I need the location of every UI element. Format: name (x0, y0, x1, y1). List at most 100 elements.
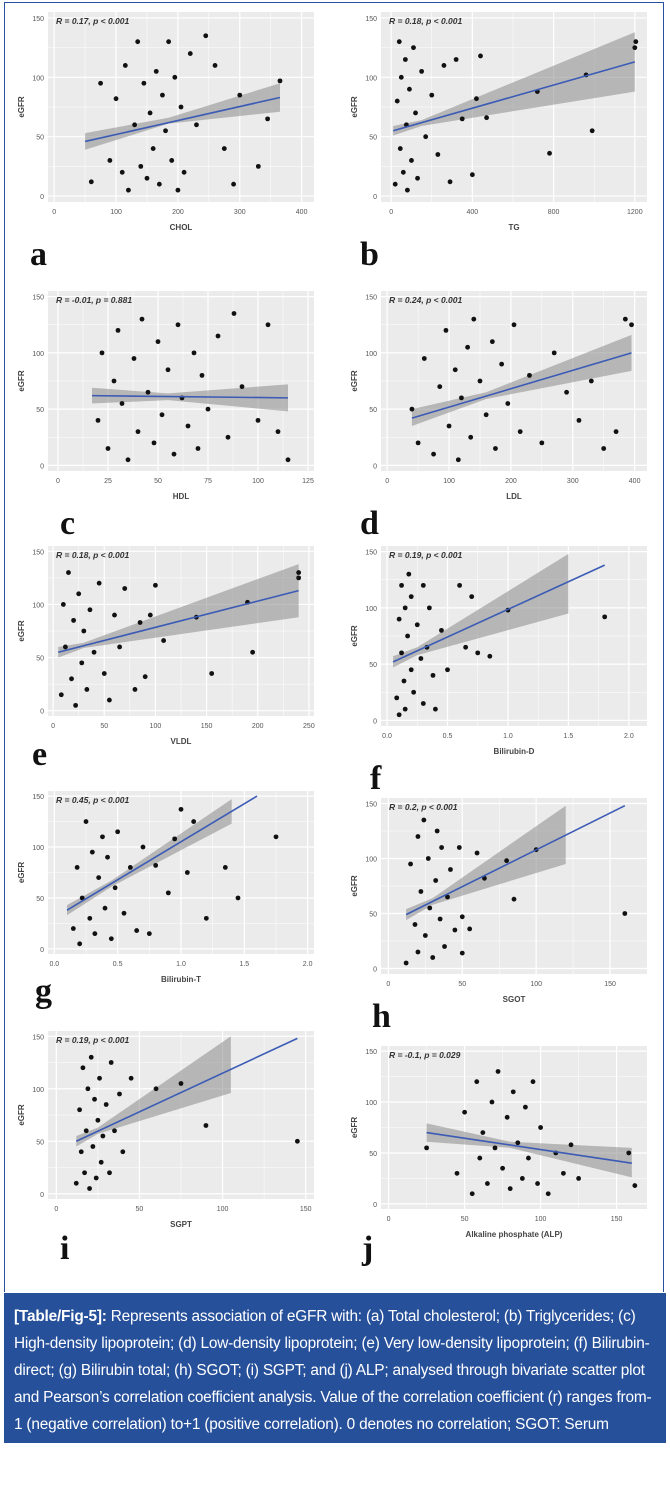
data-point (510, 1089, 516, 1095)
data-point (71, 617, 76, 623)
y-tick-label: 100 (32, 602, 44, 609)
data-point (273, 834, 279, 840)
data-point (195, 446, 201, 451)
regression-line (58, 589, 299, 654)
data-point (83, 1128, 89, 1134)
scatter-plot-c: 0 50 100 150 0 25 50 75 100 125 R = -0.01, p = 0.8… (17, 291, 314, 501)
confidence-band (393, 553, 569, 668)
data-point (511, 896, 517, 902)
confidence-band (411, 334, 632, 426)
data-point (161, 638, 167, 643)
y-tick-label: 150 (32, 16, 44, 23)
data-point (285, 457, 291, 463)
data-point (396, 39, 402, 45)
y-tick-label: 50 (369, 407, 377, 414)
scatter-plot-e: 0 50 100 150 0 50 100 150 200 250 R = 0.18, p < 0.… (17, 546, 315, 746)
correlation-annotation: R = 0.17, p < 0.001 (56, 16, 130, 26)
data-point (455, 457, 461, 463)
data-point (165, 890, 171, 896)
data-point (101, 671, 107, 676)
correlation-annotation: R = -0.01, p = 0.881 (56, 295, 132, 305)
data-point (163, 128, 168, 134)
regression-line (392, 564, 606, 663)
data-point (153, 68, 159, 74)
data-point (121, 910, 127, 916)
data-point (477, 378, 483, 384)
y-tick-label: 0 (40, 1192, 44, 1199)
data-point (632, 1183, 638, 1188)
data-point (112, 885, 118, 891)
data-point (131, 356, 137, 361)
data-point (127, 865, 133, 870)
x-tick-label: 100 (530, 981, 542, 988)
data-point (517, 429, 523, 435)
data-point (106, 697, 112, 703)
data-point (409, 158, 414, 163)
data-point (107, 1170, 112, 1176)
data-point (132, 687, 138, 692)
data-point (392, 181, 398, 187)
data-point (431, 451, 436, 457)
y-tick-label: 150 (365, 1049, 377, 1056)
data-point (87, 915, 93, 921)
data-point (411, 45, 416, 51)
data-point (126, 187, 131, 193)
data-point (474, 850, 480, 856)
y-tick-label: 50 (36, 407, 44, 414)
x-tick-label: 100 (150, 723, 162, 730)
y-tick-label: 0 (373, 967, 377, 974)
x-tick-label: 100 (217, 1206, 229, 1213)
x-axis-label: SGOT (503, 995, 526, 1004)
data-point (137, 620, 143, 625)
data-point (128, 1075, 134, 1081)
data-point (420, 701, 426, 706)
y-tick-label: 150 (365, 16, 377, 23)
y-axis-label: eGFR (17, 862, 26, 884)
data-point (465, 344, 471, 350)
data-point (97, 1075, 102, 1081)
data-point (484, 115, 489, 121)
y-tick-label: 100 (32, 75, 44, 82)
data-point (80, 1065, 86, 1071)
data-point (483, 412, 489, 418)
scatter-plot-d: 0 50 100 150 0 100 200 300 400 R = 0.24, p < 0.00… (350, 291, 647, 501)
data-point (526, 1155, 531, 1161)
data-point (415, 440, 421, 446)
scatter-panel-b: 0 50 100 150 0 400 800 1200 R = 0.18, p < 0.001 T… (345, 6, 655, 238)
data-point (87, 1186, 92, 1191)
data-point (452, 367, 458, 373)
data-point (485, 1181, 490, 1186)
data-point (117, 644, 123, 650)
y-axis-label: eGFR (350, 875, 359, 897)
data-point (545, 1191, 551, 1197)
data-point (150, 146, 156, 151)
data-point (443, 327, 449, 333)
data-point (250, 649, 256, 655)
data-point (89, 849, 95, 855)
y-tick-label: 150 (365, 550, 377, 557)
y-axis-label: eGFR (350, 625, 359, 647)
data-point (448, 867, 453, 872)
scatter-panel-e: 0 50 100 150 0 50 100 150 200 250 R = 0.18, p < 0.… (12, 540, 322, 752)
data-point (411, 689, 417, 695)
y-tick-label: 0 (40, 709, 44, 716)
x-tick-label: 100 (443, 478, 455, 485)
x-tick-label: 50 (100, 723, 108, 730)
data-point (231, 181, 236, 187)
y-axis-label: eGFR (350, 96, 359, 118)
data-point (405, 633, 410, 639)
x-tick-label: 0 (385, 478, 389, 485)
data-point (103, 1102, 109, 1107)
confidence-band (76, 1036, 231, 1147)
data-point (399, 650, 404, 656)
data-point (83, 819, 89, 824)
data-point (96, 875, 102, 880)
data-point (172, 74, 178, 80)
y-tick-label: 50 (369, 662, 377, 669)
x-tick-label: 1200 (627, 209, 643, 216)
y-tick-label: 50 (36, 656, 44, 663)
confidence-band (92, 384, 288, 412)
confidence-band (426, 1123, 632, 1178)
y-tick-label: 150 (32, 295, 44, 302)
data-point (589, 128, 595, 134)
